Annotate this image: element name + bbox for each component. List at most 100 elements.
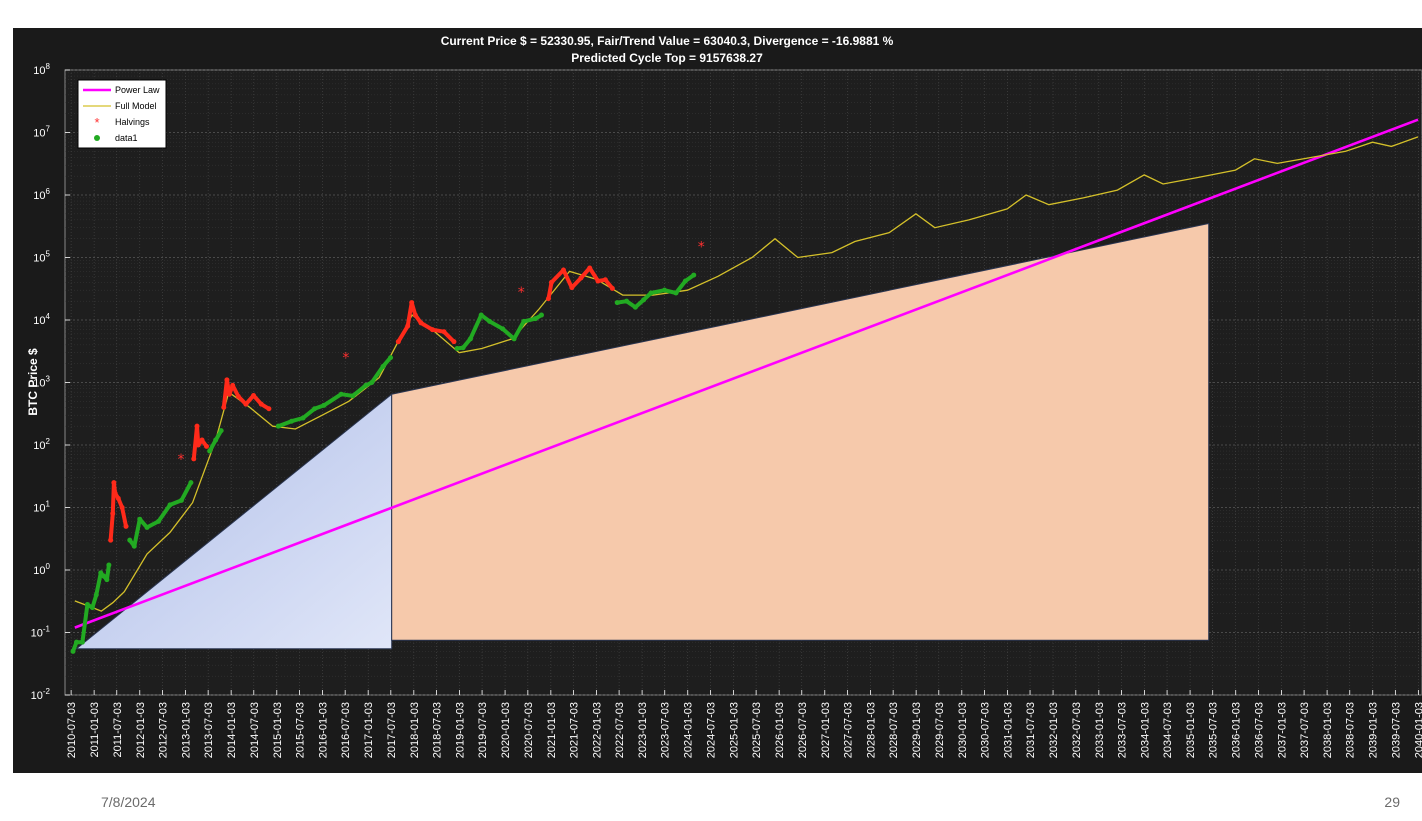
price-point — [70, 648, 76, 654]
price-point — [545, 296, 551, 302]
price-point — [648, 290, 654, 296]
price-point — [194, 423, 200, 429]
price-point — [405, 323, 411, 329]
y-tick-label: 106 — [33, 187, 50, 202]
price-point — [93, 592, 99, 598]
x-tick-label: 2017-07-03 — [386, 702, 398, 758]
legend-box — [77, 79, 167, 149]
x-tick-label: 2038-07-03 — [1345, 702, 1357, 758]
legend-swatch-data1 — [94, 135, 100, 141]
x-tick-label: 2035-07-03 — [1208, 702, 1220, 758]
x-tick-label: 2021-01-03 — [546, 702, 558, 758]
price-point — [204, 443, 210, 449]
price-point — [110, 511, 116, 517]
x-tick-label: 2024-07-03 — [705, 702, 717, 758]
price-point — [131, 543, 137, 549]
price-point — [595, 278, 601, 284]
price-point — [487, 318, 493, 324]
price-point — [104, 577, 110, 583]
halving-marker: * — [518, 285, 525, 301]
axes-layer: 2010-07-03 2011-01-03 2011-07-03 2012-01-03… — [31, 62, 1422, 758]
x-tick-label: 2028-01-03 — [865, 702, 877, 758]
price-point — [74, 639, 80, 645]
price-point — [538, 312, 544, 318]
price-point — [224, 377, 230, 383]
price-point — [289, 418, 295, 424]
x-tick-label: 2027-01-03 — [820, 702, 832, 758]
x-tick-label: 2032-01-03 — [1048, 702, 1060, 758]
x-tick-label: 2012-01-03 — [135, 702, 147, 758]
y-tick-label: 101 — [33, 500, 50, 515]
price-point — [467, 336, 473, 342]
price-point — [312, 406, 318, 412]
x-tick-label: 2025-07-03 — [751, 702, 763, 758]
y-tick-label: 108 — [33, 62, 50, 77]
price-point — [123, 523, 129, 529]
x-tick-label: 2020-01-03 — [500, 702, 512, 758]
price-point — [451, 339, 457, 345]
y-tick-label: 10-1 — [31, 625, 51, 640]
x-tick-label: 2012-07-03 — [158, 702, 170, 758]
chart-svg: * * * * 2010-07-03 2011-01-03 2011-07-03 2012-… — [26, 34, 1422, 758]
y-tick-label: 103 — [33, 375, 50, 390]
price-point — [195, 442, 201, 448]
legend-label: data1 — [115, 133, 138, 143]
price-point — [89, 605, 95, 611]
x-tick-label: 2022-07-03 — [614, 702, 626, 758]
x-tick-label: 2033-01-03 — [1094, 702, 1106, 758]
price-point — [350, 393, 356, 399]
price-point — [632, 304, 638, 310]
x-tick-label: 2034-07-03 — [1162, 702, 1174, 758]
x-tick-label: 2036-07-03 — [1253, 702, 1265, 758]
price-point — [188, 480, 194, 486]
series-layer: * * * * — [70, 118, 1419, 654]
price-point — [409, 300, 415, 306]
price-point — [101, 573, 107, 579]
price-point — [569, 285, 575, 291]
price-point — [560, 267, 566, 273]
x-tick-label: 2015-07-03 — [294, 702, 306, 758]
price-point — [156, 518, 162, 524]
price-point — [511, 336, 517, 342]
chart-title: Current Price $ = 52330.95, Fair/Trend V… — [441, 34, 894, 48]
price-point — [624, 298, 630, 304]
price-point — [388, 355, 394, 361]
x-tick-label: 2029-07-03 — [934, 702, 946, 758]
y-tick-label: 105 — [33, 250, 50, 265]
price-point — [84, 602, 90, 608]
x-tick-label: 2031-07-03 — [1025, 702, 1037, 758]
price-point — [363, 382, 369, 388]
x-tick-label: 2037-07-03 — [1299, 702, 1311, 758]
x-tick-label: 2014-01-03 — [226, 702, 238, 758]
x-tick-label: 2020-07-03 — [523, 702, 535, 758]
chart-subtitle: Predicted Cycle Top = 9157638.27 — [571, 51, 763, 65]
x-tick-label: 2039-01-03 — [1368, 702, 1380, 758]
price-point — [587, 265, 593, 271]
legend: Power Law Full Model * Halvings data1 — [77, 79, 167, 149]
legend-label: Halvings — [115, 117, 150, 127]
x-tick-label: 2037-01-03 — [1276, 702, 1288, 758]
x-tick-label: 2034-01-03 — [1139, 702, 1151, 758]
x-tick-label: 2023-07-03 — [660, 702, 672, 758]
x-tick-label: 2032-07-03 — [1071, 702, 1083, 758]
price-point — [602, 277, 608, 283]
x-tick-label: 2017-01-03 — [363, 702, 375, 758]
x-tick-label: 2026-07-03 — [797, 702, 809, 758]
slide-date: 7/8/2024 — [101, 794, 156, 810]
y-tick-label: 104 — [33, 312, 50, 327]
price-point — [521, 318, 527, 324]
x-tick-label: 2019-07-03 — [477, 702, 489, 758]
price-point — [578, 275, 584, 281]
price-point — [460, 345, 466, 351]
price-point — [682, 278, 688, 284]
y-axis-label: BTC Price $ — [26, 348, 40, 416]
price-point — [258, 401, 264, 407]
price-point — [478, 312, 484, 318]
price-point — [191, 456, 197, 462]
x-tick-label: 2011-01-03 — [89, 702, 101, 757]
halving-marker: * — [342, 351, 349, 367]
price-point — [338, 391, 344, 397]
price-point — [98, 570, 104, 576]
price-point — [108, 537, 114, 543]
price-point — [429, 327, 435, 333]
